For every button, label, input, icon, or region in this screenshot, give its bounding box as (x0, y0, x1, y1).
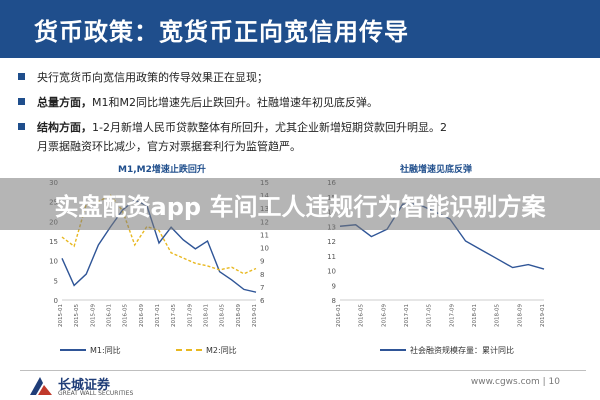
x-tick-label: 2019-01 (540, 304, 546, 327)
header-bar: 货币政策：宽货币正向宽信用传导 (0, 0, 600, 58)
bullet-3-text: 1-2月新增人民币贷款整体有所回升，尤其企业新增短期贷款回升明显。2 (92, 121, 447, 134)
y-tick-label: 9 (332, 282, 336, 290)
x-tick-label: 2018-05 (220, 304, 226, 327)
x-tick-label: 2018-09 (517, 304, 523, 327)
overlay-text: 实盘配资app 车间工人违规行为智能识别方案 (54, 193, 546, 221)
y-left-tick-label: 0 (54, 297, 58, 305)
x-tick-label: 2019-01 (252, 304, 258, 327)
y-right-tick-label: 9 (260, 258, 264, 266)
x-tick-label: 2016-05 (359, 304, 365, 327)
y-tick-label: 12 (327, 238, 336, 246)
x-tick-label: 2018-01 (204, 304, 210, 327)
company-name-en: GREAT WALL SECURITIES (58, 390, 134, 397)
x-tick-label: 2017-09 (187, 304, 193, 327)
y-tick-label: 8 (332, 297, 336, 305)
x-tick-label: 2017-09 (449, 304, 455, 327)
x-tick-label: 2017-01 (155, 304, 161, 327)
bullet-square-icon (18, 73, 25, 80)
legend-line-icon (380, 349, 406, 351)
right-chart-title: 社融增速见底反弹 (400, 165, 473, 175)
y-right-tick-label: 6 (260, 297, 265, 305)
series-line-m1 (61, 199, 257, 293)
y-tick-label: 10 (327, 268, 336, 276)
bullet-1: 央行宽货币向宽信用政策的传导效果正在显现； (18, 69, 268, 85)
x-tick-label: 2016-09 (381, 304, 387, 327)
footer-divider (20, 370, 586, 371)
legend-m2-label: M2:同比 (206, 346, 237, 355)
company-logo-icon (30, 377, 52, 395)
bullet-2-head: 总量方面， (37, 96, 92, 109)
x-tick-label: 2018-09 (236, 304, 242, 327)
left-chart-title: M1,M2增速止跌回升 (118, 165, 206, 175)
y-left-tick-label: 15 (49, 238, 58, 246)
y-left-tick-label: 10 (49, 258, 58, 266)
x-tick-label: 2016-01 (336, 304, 342, 327)
x-tick-label: 2015-05 (74, 304, 80, 327)
y-left-tick-label: 5 (54, 277, 58, 285)
y-right-tick-label: 11 (260, 231, 269, 239)
legend-dash-icon (176, 349, 202, 351)
x-tick-label: 2017-05 (427, 304, 433, 327)
x-tick-label: 2016-01 (107, 304, 113, 327)
x-tick-label: 2018-05 (495, 304, 501, 327)
bullet-3: 结构方面，1-2月新增人民币贷款整体有所回升，尤其企业新增短期贷款回升明显。2 (18, 119, 447, 135)
x-tick-label: 2018-01 (472, 304, 478, 327)
bullet-2: 总量方面，M1和M2同比增速先后止跌回升。社融增速年初见底反弹。 (18, 94, 378, 110)
overlay-banner (0, 178, 600, 230)
bullet-square-icon (18, 123, 25, 130)
x-tick-label: 2015-01 (58, 304, 64, 327)
bullet-square-icon (18, 98, 25, 105)
legend-m1-label: M1:同比 (90, 346, 121, 355)
bullet-2-text: M1和M2同比增速先后止跌回升。社融增速年初见底反弹。 (92, 96, 378, 109)
legend-line-icon (60, 349, 86, 351)
y-right-tick-label: 7 (260, 284, 264, 292)
y-right-tick-label: 8 (260, 271, 264, 279)
legend-social: 社会融资规模存量：累计同比 (380, 345, 514, 356)
x-tick-label: 2017-05 (171, 304, 177, 327)
company-name: 长城证券 (58, 378, 111, 393)
x-tick-label: 2016-05 (123, 304, 129, 327)
y-tick-label: 11 (327, 253, 336, 261)
legend-m1: M1:同比 (60, 345, 121, 356)
legend-social-label: 社会融资规模存量：累计同比 (410, 346, 514, 355)
x-tick-label: 2016-09 (139, 304, 145, 327)
page-title: 货币政策：宽货币正向宽信用传导 (34, 18, 409, 46)
footer-page-info: www.cgws.com | 10 (470, 377, 560, 387)
bullet-1-text: 央行宽货币向宽信用政策的传导效果正在显现； (37, 71, 268, 84)
x-tick-label: 2015-09 (90, 304, 96, 327)
legend-m2: M2:同比 (176, 345, 237, 356)
x-tick-label: 2017-01 (404, 304, 410, 327)
y-right-tick-label: 10 (260, 245, 269, 253)
bullet-3-head: 结构方面， (37, 121, 92, 134)
bullet-3-continuation: 月票据融资环比减少，官方对票据套利行为监管趋严。 (37, 140, 301, 153)
